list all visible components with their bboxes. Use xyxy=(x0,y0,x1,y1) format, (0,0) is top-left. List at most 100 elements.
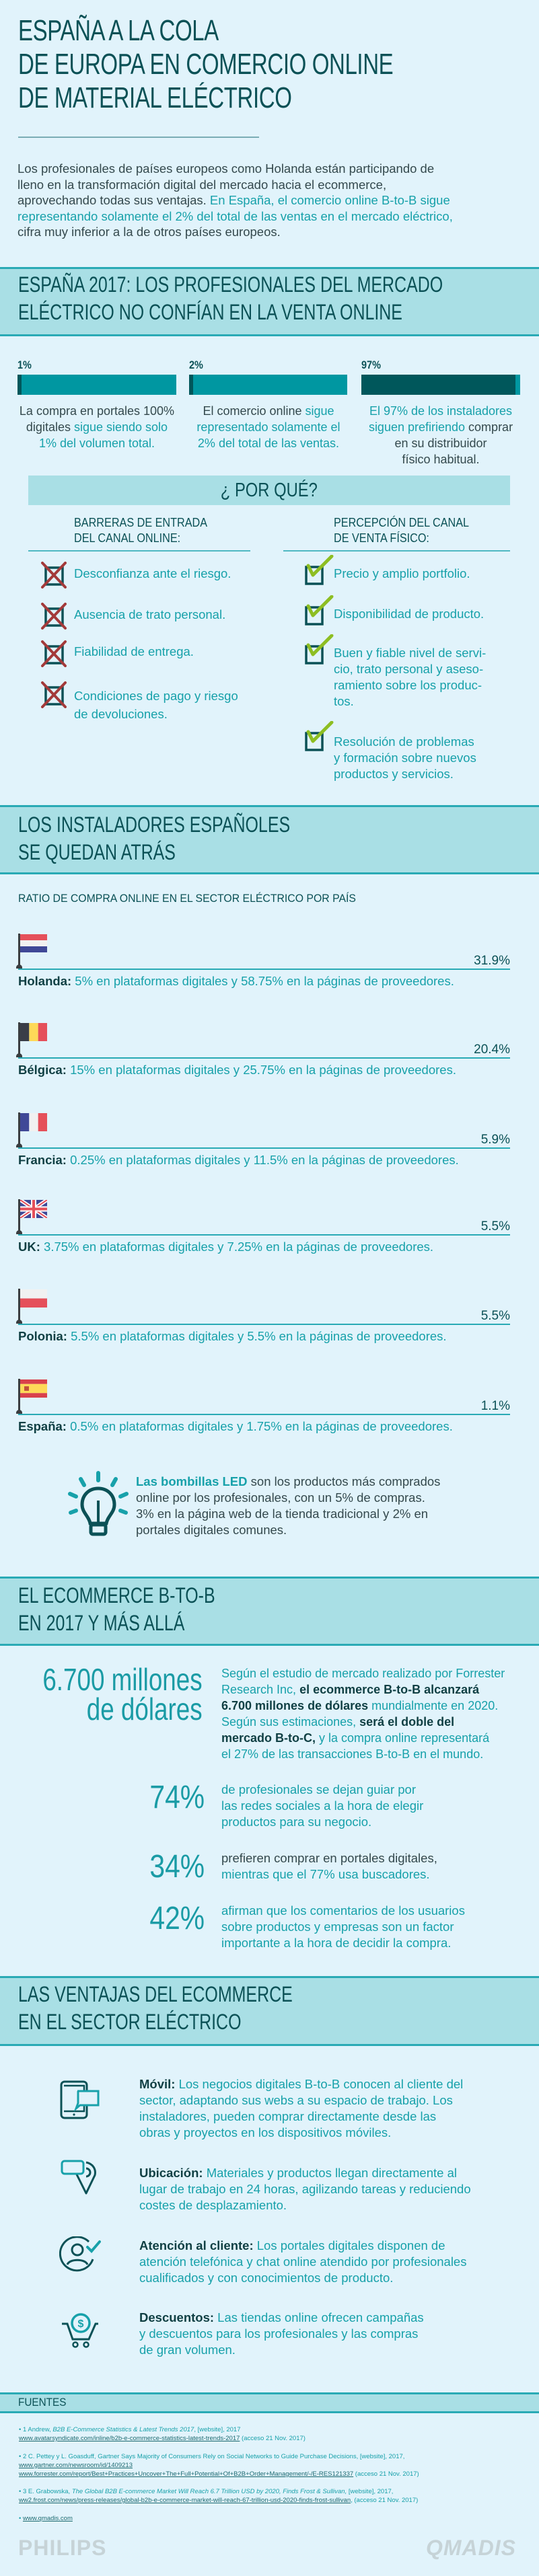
text-segment: comprar en su distribuidor físico habitu… xyxy=(394,420,513,466)
barriers-divider xyxy=(28,550,250,552)
advantage-label: Descuentos: xyxy=(139,2310,215,2324)
country-line xyxy=(18,1414,510,1415)
why-banner: ¿ POR QUÉ? xyxy=(28,476,510,505)
stat-2-bar-fill xyxy=(189,375,193,395)
flag-pole-base xyxy=(16,1230,22,1234)
text-segment: de profesionales se dejan guiar por las … xyxy=(221,1782,424,1829)
stat-3-bar-fill xyxy=(361,375,515,395)
source-link[interactable]: www.gartner.com/newsroom/id/1409213 xyxy=(19,2462,133,2469)
flag-pole xyxy=(18,1379,20,1414)
flag-pole-base xyxy=(16,1053,22,1057)
source-link[interactable]: www.qmadis.com xyxy=(22,2515,73,2522)
source-link[interactable]: www.forrester.com/report/Best+Practices+… xyxy=(19,2470,354,2478)
advantage-description: Los negocios digitales B-to-B conocen al… xyxy=(139,2077,464,2139)
text-segment: y la compra online representará el 27% d… xyxy=(221,1731,490,1761)
country-name: España: xyxy=(18,1419,67,1433)
source-ref-2: • 2 C. Pettey y L. Goasduff, Gartner Say… xyxy=(19,2452,419,2478)
stat-1-bar xyxy=(17,375,176,395)
country-line xyxy=(18,1147,510,1149)
text-segment: Los profesionales de países europeos com… xyxy=(17,161,435,207)
country-line xyxy=(18,969,510,970)
country-value: 5.5% xyxy=(480,1309,510,1323)
stat-3-bar xyxy=(361,375,520,395)
stat-2-caption: El comercio online sigue representado so… xyxy=(189,403,348,451)
country-detail: 3.75% en plataformas digitales y 7.25% e… xyxy=(40,1240,434,1254)
country-description: Holanda: 5% en plataformas digitales y 5… xyxy=(18,973,454,989)
country-description: Bélgica: 15% en plataformas digitales y … xyxy=(18,1062,456,1078)
barrier-item: Condiciones de pago y riesgo de devoluci… xyxy=(74,689,238,721)
delivery-location-icon xyxy=(61,2160,96,2195)
source-ref-4: • www.qmadis.com xyxy=(19,2514,73,2523)
spain-flag-icon xyxy=(20,1379,47,1398)
barriers-heading: BARRERAS DE ENTRADA DEL CANAL ONLINE: xyxy=(74,516,208,545)
big-figure-text: Según el estudio de mercado realizado po… xyxy=(221,1665,505,1762)
text-segment: prefieren comprar en portales digitales, xyxy=(221,1851,437,1865)
flag-pole xyxy=(18,1112,20,1147)
stat-34-text: prefieren comprar en portales digitales,… xyxy=(221,1850,437,1883)
text-segment: El comercio online xyxy=(203,404,306,418)
text-segment: The Global B2B E-commerce Market Will Re… xyxy=(71,2488,347,2495)
section-title-b2b: EL ECOMMERCE B-TO-B EN 2017 Y MÁS ALLÁ xyxy=(18,1583,215,1635)
country-detail: 5.5% en plataformas digitales y 5.5% en … xyxy=(67,1329,447,1343)
stat-1-caption: La compra en portales 100% digitales sig… xyxy=(17,403,176,451)
stat-3-caption: El 97% de los instaladores siguen prefir… xyxy=(361,403,520,467)
france-flag-icon xyxy=(20,1113,47,1131)
advantage-label: Ubicación: xyxy=(139,2166,203,2180)
text-segment: B2B E-Commerce Statistics & Latest Trend… xyxy=(52,2426,194,2433)
flag-pole-base xyxy=(16,1410,22,1414)
sources-title: FUENTES xyxy=(18,2396,67,2409)
text-segment: , (acceso 21 Nov. 2017) xyxy=(351,2497,419,2504)
page-title: ESPAÑA A LA COLA DE EUROPA EN COMERCIO O… xyxy=(18,14,394,114)
stat-34-value: 34% xyxy=(149,1849,205,1885)
text-segment: sigue representado solamente el 2% del t… xyxy=(196,404,340,450)
country-name: UK: xyxy=(18,1240,40,1254)
country-row-belgium: 20.4% Bélgica: 15% en plataformas digita… xyxy=(0,1022,539,1083)
flag-pole xyxy=(18,1289,20,1324)
intro-paragraph: Los profesionales de países europeos com… xyxy=(17,161,453,240)
source-ref-3: • 3 E. Grabowska, The Global B2B E-comme… xyxy=(19,2487,418,2505)
checked-checkbox-icon xyxy=(305,595,334,626)
text-segment: [website], 2017, xyxy=(348,2488,394,2495)
country-description: España: 0.5% en plataformas digitales y … xyxy=(18,1418,453,1435)
country-name: Polonia: xyxy=(18,1329,67,1343)
country-row-france: 5.9% Francia: 0.25% en plataformas digit… xyxy=(0,1112,539,1173)
uk-flag-icon xyxy=(20,1200,47,1218)
stat-1-label: 1% xyxy=(17,358,32,371)
source-link[interactable]: ww2.frost.com/news/press-releases/global… xyxy=(19,2497,351,2504)
netherlands-flag-icon xyxy=(20,934,47,952)
country-name: Bélgica: xyxy=(18,1063,67,1077)
checked-checkbox-icon xyxy=(305,721,334,751)
barrier-item: Desconfianza ante el riesgo. xyxy=(74,566,231,580)
text-segment: el ecommerce B-to-B alcanzará 6.700 mill… xyxy=(221,1683,480,1712)
text-segment: • 3 E. Grabowska, xyxy=(19,2488,72,2495)
advantage-label: Móvil: xyxy=(139,2077,176,2091)
stat-42-text: afirman que los comentarios de los usuar… xyxy=(221,1903,465,1951)
text-segment: El 97% de los instaladores siguen prefir… xyxy=(368,404,513,434)
led-note: Las bombillas LED son los productos más … xyxy=(136,1474,440,1538)
country-name: Holanda: xyxy=(18,974,72,988)
flag-pole xyxy=(18,1022,20,1057)
source-ref-1: • 1 Andrew, B2B E-Commerce Statistics & … xyxy=(19,2425,306,2443)
discount-cart-icon: $ xyxy=(62,2313,98,2348)
crossed-checkbox-icon xyxy=(41,603,67,630)
crossed-checkbox-icon xyxy=(41,681,67,708)
section-band-countries xyxy=(0,805,539,874)
physical-divider xyxy=(283,550,510,552)
title-divider xyxy=(18,137,259,138)
country-detail: 15% en plataformas digitales y 25.75% en… xyxy=(66,1063,456,1077)
country-line xyxy=(18,1324,510,1325)
text-segment: cifra muy inferior a la de otros países … xyxy=(17,225,281,239)
advantage-discounts: Descuentos: Las tiendas online ofrecen c… xyxy=(139,2310,424,2358)
advantage-customer-service: Atención al cliente: Los portales digita… xyxy=(139,2238,466,2286)
section-title-advantages: LAS VENTAJAS DEL ECOMMERCE EN EL SECTOR … xyxy=(18,1982,293,2034)
text-segment: afirman que los comentarios de los usuar… xyxy=(221,1903,465,1950)
svg-text:$: $ xyxy=(78,2318,84,2330)
text-segment: mientras que el 77% usa buscadores. xyxy=(221,1867,430,1881)
text-segment: será el doble del mercado B-to-C, xyxy=(221,1715,455,1745)
country-description: Polonia: 5.5% en plataformas digitales y… xyxy=(18,1328,447,1344)
source-link[interactable]: www.avatarsyndicate.com/inline/b2b-e-com… xyxy=(19,2435,240,2442)
section-title-countries: LOS INSTALADORES ESPAÑOLES SE QUEDAN ATR… xyxy=(18,812,291,864)
text-segment: • 1 Andrew, xyxy=(19,2426,53,2433)
barrier-item: Ausencia de trato personal. xyxy=(74,607,226,621)
crossed-checkbox-icon xyxy=(41,562,67,589)
